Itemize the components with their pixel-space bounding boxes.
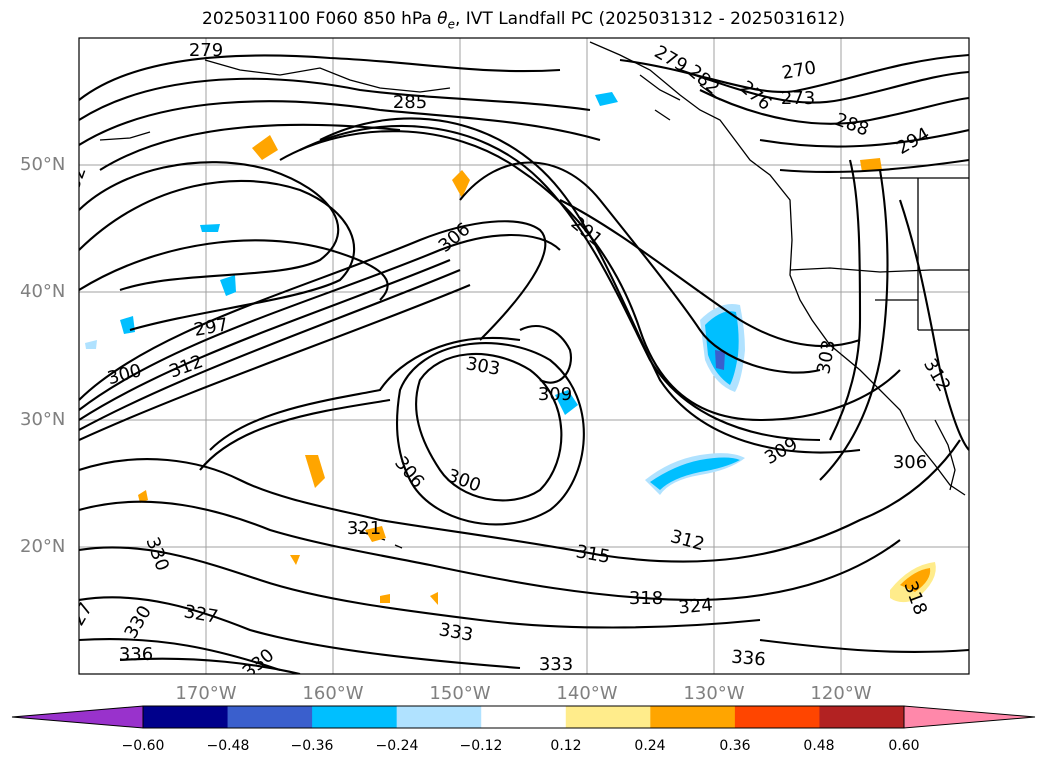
lat-label-40n: 40°N <box>20 281 66 302</box>
colorbar-tick: 0.12 <box>550 738 582 754</box>
lat-label-50n: 50°N <box>20 154 66 175</box>
colorbar-tick: −0.24 <box>375 738 419 754</box>
lon-label-130w: 130°W <box>683 683 745 704</box>
colorbar-segment <box>734 706 820 728</box>
contour-label: 273 <box>781 88 815 109</box>
colorbar-segment <box>819 706 905 728</box>
colorbar-tick: 0.36 <box>719 738 751 754</box>
colorbar-segment <box>650 706 736 728</box>
colorbar-frame <box>142 705 905 729</box>
lon-label-120w: 120°W <box>810 683 872 704</box>
contour-label: 285 <box>393 92 427 113</box>
contour-label: 324 <box>677 595 713 619</box>
colorbar-tick: −0.48 <box>206 738 250 754</box>
colorbar-segment <box>481 706 567 728</box>
theta-e-contours <box>79 53 969 674</box>
lon-label-170w: 170°W <box>175 683 237 704</box>
colorbar-segment <box>565 706 651 728</box>
colorbar-tick: 0.60 <box>888 738 920 754</box>
contour-label: 306 <box>893 452 927 473</box>
colorbar-segment <box>396 706 482 728</box>
map-background <box>79 38 969 674</box>
map-frame <box>78 37 970 675</box>
colorbar-segment <box>143 706 229 728</box>
contour-label: 336 <box>119 644 153 665</box>
lon-label-140w: 140°W <box>556 683 618 704</box>
colorbar-tick: 0.48 <box>803 738 835 754</box>
colorbar-extend-max <box>903 705 1036 729</box>
contour-label: 321 <box>347 518 381 539</box>
contour-label: 318 <box>629 588 663 609</box>
lat-label-20n: 20°N <box>20 536 66 557</box>
lon-label-160w: 160°W <box>302 683 364 704</box>
lon-label-150w: 150°W <box>429 683 491 704</box>
colorbar-tick: 0.24 <box>634 738 666 754</box>
colorbar-tick: −0.12 <box>459 738 503 754</box>
plot-title: 2025031100 F060 850 hPa θe, IVT Landfall… <box>202 9 845 32</box>
colorbar-extend-min <box>11 705 144 729</box>
colorbar-segment <box>312 706 398 728</box>
colorbar-tick: −0.60 <box>121 738 165 754</box>
ivt-shading <box>85 92 936 605</box>
contour-label: 279 <box>189 40 223 61</box>
lat-label-30n: 30°N <box>20 409 66 430</box>
contour-label: 309 <box>538 384 572 405</box>
colorbar-tick: −0.36 <box>290 738 334 754</box>
contour-label: 336 <box>730 647 766 671</box>
contour-label: 333 <box>539 654 573 675</box>
contour-label: 52 <box>63 164 91 193</box>
colorbar-segment <box>227 706 313 728</box>
